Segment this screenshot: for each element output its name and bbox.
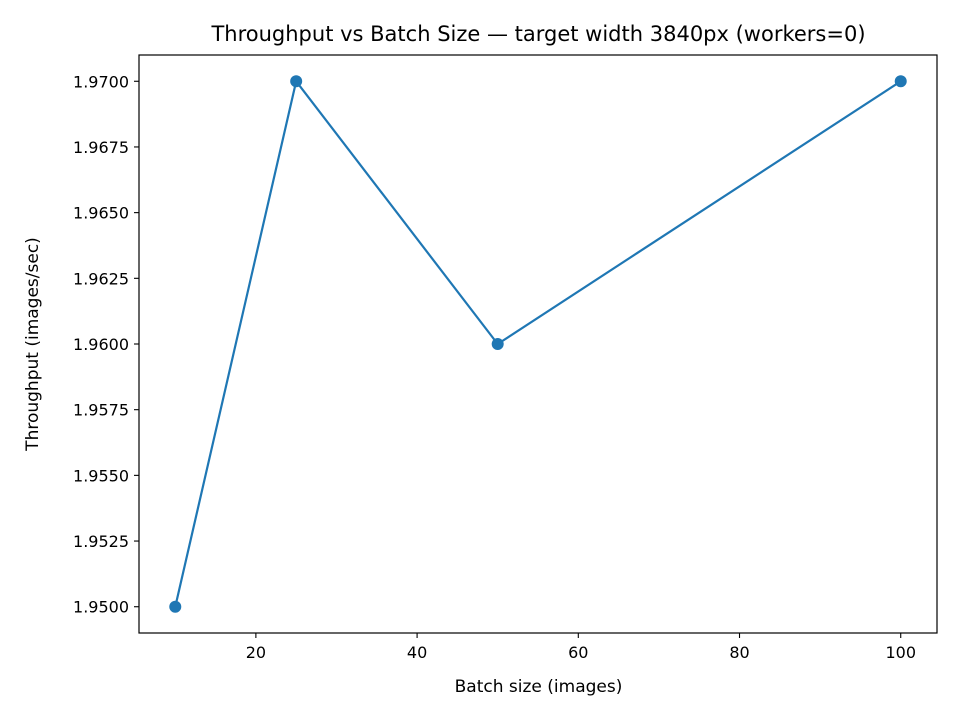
plot-frame — [138, 54, 938, 634]
chart-title: Throughput vs Batch Size — target width … — [210, 22, 865, 46]
y-tick-label: 1.9625 — [73, 269, 129, 288]
x-tick-label: 40 — [407, 643, 427, 662]
x-tick-label: 60 — [568, 643, 588, 662]
x-tick-label: 100 — [885, 643, 916, 662]
x-axis-label: Batch size (images) — [455, 677, 623, 697]
x-tick-label: 20 — [246, 643, 266, 662]
y-tick-label: 1.9500 — [73, 598, 129, 617]
y-tick-label: 1.9700 — [73, 72, 129, 91]
series-line — [174, 80, 902, 607]
y-axis-ticks: 1.9500 1.9525 1.9550 1.9575 1.9600 1.9625 1.96… — [73, 72, 139, 617]
y-tick-label: 1.9650 — [73, 204, 129, 223]
y-tick-label: 1.9675 — [73, 138, 129, 157]
series-layer — [169, 75, 907, 613]
y-axis-label: Throughput (images/sec) — [23, 237, 43, 452]
y-tick-label: 1.9600 — [73, 335, 129, 354]
x-axis-ticks: 20 40 60 80 100 — [246, 633, 916, 662]
x-tick-label: 80 — [729, 643, 749, 662]
data-point — [290, 75, 303, 88]
y-tick-label: 1.9550 — [73, 466, 129, 485]
y-tick-label: 1.9575 — [73, 401, 129, 420]
data-point — [169, 600, 182, 613]
data-point — [894, 75, 907, 88]
y-tick-label: 1.9525 — [73, 532, 129, 551]
data-point — [491, 338, 504, 350]
